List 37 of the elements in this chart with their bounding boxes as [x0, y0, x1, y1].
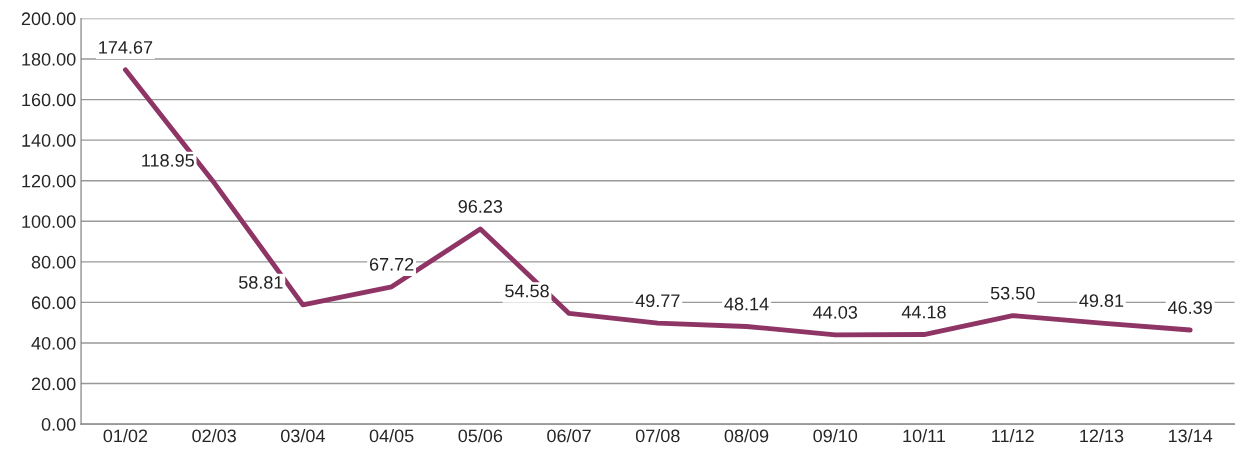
y-tick-label: 140.00 [22, 134, 76, 147]
data-label: 118.95 [142, 153, 194, 167]
x-tick-label: 01/02 [103, 428, 148, 443]
y-tick-label: 80.00 [31, 255, 76, 269]
y-tick-label: 60.00 [31, 296, 76, 310]
x-tick-label: 10/11 [903, 428, 946, 443]
x-tick-label: 05/06 [458, 428, 503, 443]
data-label: 49.81 [1079, 294, 1124, 308]
x-tick-label: 03/04 [280, 428, 325, 443]
data-label: 96.23 [458, 200, 503, 213]
x-tick-label: 13/14 [1168, 428, 1213, 443]
data-label: 44.03 [813, 305, 858, 319]
data-label: 67.72 [369, 257, 414, 271]
data-label: 48.14 [724, 297, 769, 311]
x-tick-label: 06/07 [547, 428, 591, 443]
y-tick-label: 40.00 [31, 336, 76, 350]
data-label: 54.58 [505, 284, 549, 298]
x-tick-label: 12/13 [1080, 428, 1124, 443]
data-label: 53.50 [990, 286, 1035, 300]
data-label: 174.67 [99, 40, 153, 54]
y-tick-label: 20.00 [31, 377, 76, 391]
y-tick-label: 180.00 [22, 52, 76, 66]
y-tick-label: 120.00 [22, 174, 76, 188]
x-tick-label: 04/05 [369, 428, 414, 443]
x-tick-label: 07/08 [635, 428, 680, 443]
data-label: 46.39 [1167, 301, 1212, 314]
y-tick-label: 160.00 [22, 93, 76, 107]
y-tick-label: 200.00 [21, 12, 76, 26]
y-tick-label: 100.00 [22, 215, 76, 228]
x-tick-label: 02/03 [192, 428, 236, 443]
data-label: 44.18 [901, 305, 946, 319]
y-tick-label: 0.00 [41, 418, 76, 431]
x-tick-label: 11/12 [992, 428, 1034, 443]
data-label: 49.77 [635, 294, 680, 308]
x-tick-label: 08/09 [724, 428, 769, 443]
data-label: 58.81 [238, 275, 283, 289]
x-tick-label: 09/10 [813, 428, 858, 443]
